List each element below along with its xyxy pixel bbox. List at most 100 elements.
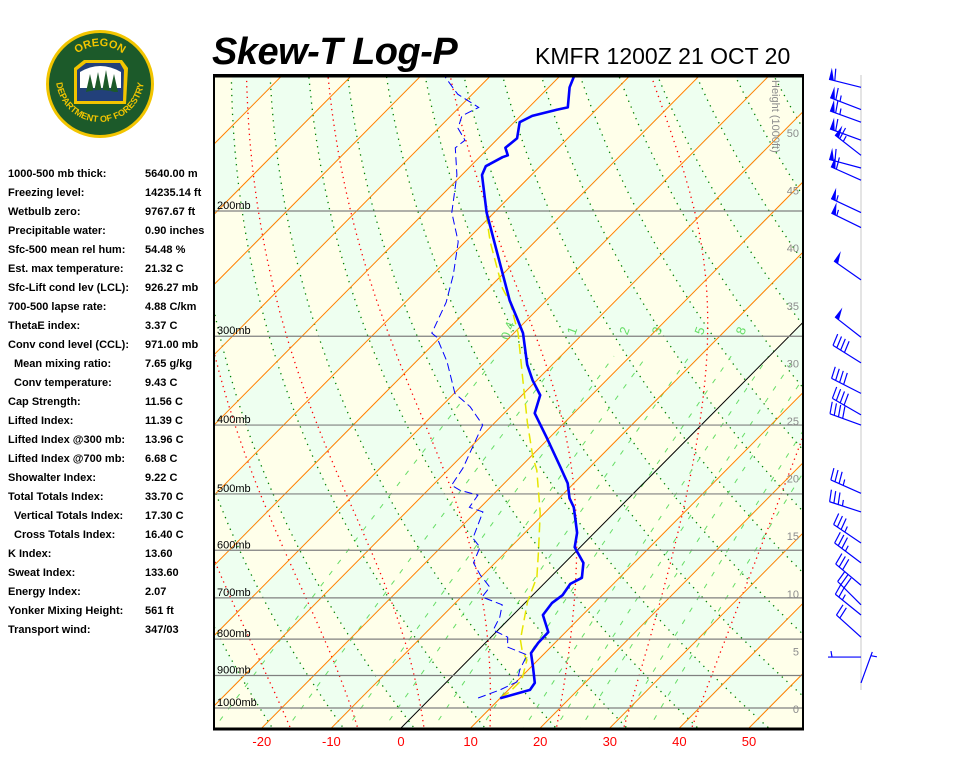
wind-barb-full — [843, 341, 850, 353]
index-label: Freezing level: — [8, 187, 85, 199]
svg-text:OREGON: OREGON — [72, 37, 127, 56]
index-value: 347/03 — [145, 624, 179, 636]
wind-barb — [828, 650, 861, 658]
index-value: 9.43 C — [145, 377, 178, 389]
pressure-label: 200mb — [217, 200, 251, 212]
pressure-label: 600mb — [217, 539, 251, 551]
wind-barb-flag — [831, 202, 837, 216]
wind-barb-full — [843, 372, 848, 385]
wind-barb-full — [837, 571, 846, 582]
wind-barb-full — [840, 338, 846, 351]
wind-barb-half — [839, 108, 842, 115]
mixing-ratio-label: 3 — [649, 325, 666, 337]
dry-adiabat — [914, 53, 960, 732]
isotherm — [468, 391, 803, 729]
wind-barb-staff — [836, 614, 862, 638]
wind-barb — [837, 571, 862, 606]
wind-barb-half — [844, 545, 849, 552]
index-value: 33.70 C — [145, 491, 184, 503]
index-value: 17.30 C — [145, 510, 184, 522]
index-label: Sweat Index: — [8, 567, 76, 579]
index-value: 3.37 C — [145, 320, 178, 332]
wind-barb — [831, 386, 862, 416]
wind-barb-flag — [830, 86, 835, 100]
wind-barb — [829, 117, 862, 141]
wind-barb-flag — [829, 117, 835, 131]
wind-barb-full — [831, 366, 836, 379]
parcel-trace — [485, 215, 541, 699]
index-label: Sfc-500 mean rel hum: — [8, 244, 126, 256]
wind-barb-flag — [831, 187, 837, 201]
wind-barb-full — [829, 401, 833, 414]
wind-barb-half — [842, 479, 846, 486]
index-value: 14235.14 ft — [145, 187, 202, 199]
mixing-ratio-label: 8 — [733, 325, 750, 337]
mixing-ratio-label: 5 — [691, 325, 708, 337]
wind-barb-staff — [834, 316, 862, 338]
wind-barb-staff — [832, 397, 862, 416]
wind-barb-full — [836, 336, 843, 348]
index-label: Wetbulb zero: — [8, 206, 81, 218]
wind-barb-staff — [834, 593, 862, 616]
index-value: 971.00 mb — [145, 339, 199, 351]
index-value: 4.88 C/km — [145, 301, 197, 313]
wind-barb-full — [829, 489, 833, 502]
wind-barb-half — [830, 650, 833, 658]
wind-barb-staff — [833, 524, 862, 544]
wind-barb-full — [835, 388, 842, 401]
index-label: Precipitable water: — [8, 225, 106, 237]
index-value: 54.48 % — [145, 244, 186, 256]
wind-barb-staff — [860, 651, 873, 684]
dry-adiabat — [839, 53, 960, 732]
wind-barb-full — [840, 574, 849, 586]
index-label: 1000-500 mb thick: — [8, 168, 107, 180]
index-label: Conv temperature: — [14, 377, 112, 389]
wind-barbs — [828, 67, 878, 684]
index-value: 13.60 — [145, 548, 173, 560]
axis-labels: -20 -10 0 10 20 30 40 50 — [252, 734, 756, 749]
index-label: Sfc-Lift cond lev (LCL): — [8, 282, 129, 294]
height-tick-label: 5 — [793, 646, 799, 658]
station-time-label: KMFR 1200Z 21 OCT 20 — [535, 43, 791, 69]
wind-barb — [828, 67, 862, 88]
wind-barb — [834, 531, 862, 564]
wind-barb-staff — [830, 166, 862, 181]
wind-barb-full — [830, 467, 835, 481]
wind-barb — [829, 489, 862, 513]
wind-barb-flag — [834, 125, 843, 139]
dry-adiabat — [877, 53, 960, 732]
wind-barb-half — [841, 499, 844, 507]
wind-barb-full — [839, 607, 847, 619]
index-label: Est. max temperature: — [8, 263, 124, 275]
wind-barb-half — [844, 526, 848, 533]
index-label: Cross Totals Index: — [14, 529, 116, 541]
wind-barb-full — [837, 534, 845, 546]
moist-adiabat — [690, 434, 803, 729]
wind-barb-flag — [833, 251, 841, 264]
index-value: 21.32 C — [145, 263, 184, 275]
x-tick-label: 30 — [603, 734, 617, 749]
wind-barb-full — [834, 68, 837, 81]
dry-adiabat — [230, 75, 487, 729]
moist-adiabat — [449, 75, 578, 729]
wind-barb-staff — [829, 413, 862, 426]
isotherm — [214, 75, 423, 286]
height-tick-label: 40 — [787, 243, 799, 255]
dry-adiabat — [952, 53, 960, 732]
wind-barb-full — [833, 403, 838, 416]
wind-barb-full — [840, 518, 847, 530]
plot-frame — [213, 74, 804, 730]
wind-barb-full — [833, 513, 840, 525]
height-axis-title: Height (1000ft) — [769, 80, 781, 153]
wind-barb-full — [834, 583, 842, 595]
wind-barb-full — [837, 492, 841, 505]
index-value: 5640.00 m — [145, 168, 198, 180]
wind-barb-full — [835, 553, 843, 565]
isotherm — [260, 181, 803, 729]
height-tick-label: 0 — [793, 704, 799, 716]
pressure-label: 300mb — [217, 325, 251, 337]
wind-barb — [829, 401, 862, 426]
index-label: Showalter Index: — [8, 472, 97, 484]
pressure-label: 800mb — [217, 628, 251, 640]
wind-barb-full — [843, 577, 852, 589]
